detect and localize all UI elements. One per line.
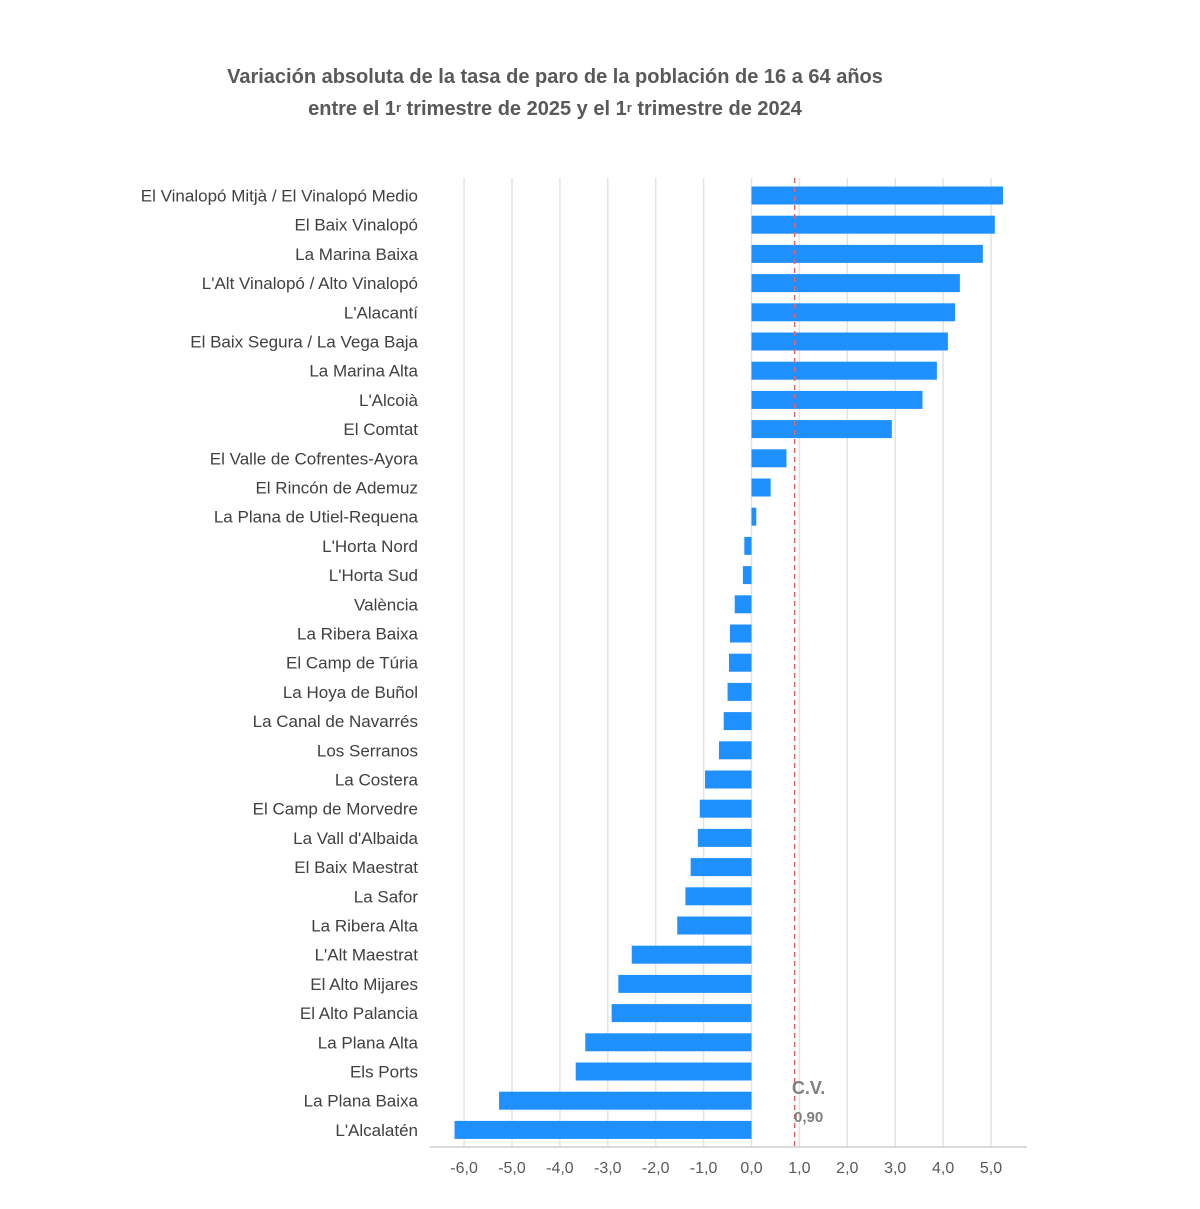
bar (742, 566, 752, 585)
category-label: L'Horta Nord (322, 537, 418, 556)
category-label: La Canal de Navarrés (253, 712, 418, 731)
x-tick-label: -3,0 (594, 1160, 622, 1177)
x-tick-label: -4,0 (546, 1160, 574, 1177)
category-label: L'Alcalatén (335, 1121, 418, 1140)
x-tick-label: 4,0 (932, 1160, 954, 1177)
x-tick-label: 1,0 (788, 1160, 810, 1177)
category-label: L'Alcoià (359, 391, 419, 410)
category-label: La Vall d'Albaida (293, 829, 418, 848)
category-label: El Valle de Cofrentes-Ayora (210, 449, 419, 468)
bar (751, 361, 937, 380)
title-superscript-1: r (395, 100, 401, 115)
category-label: La Costera (335, 771, 419, 790)
x-tick-label: 0,0 (740, 1160, 762, 1177)
x-tick-label: 3,0 (884, 1160, 906, 1177)
title-superscript-2: r (626, 100, 632, 115)
bar (751, 507, 757, 526)
category-label: La Ribera Alta (311, 917, 418, 936)
x-tick-label: -5,0 (498, 1160, 526, 1177)
reference-line-label: C.V. (792, 1078, 825, 1098)
category-label: València (354, 595, 418, 614)
category-label: El Camp de Morvedre (253, 800, 418, 819)
category-label: La Marina Baixa (295, 245, 418, 264)
category-label: El Baix Segura / La Vega Baja (190, 333, 418, 352)
category-label: El Rincón de Ademuz (255, 479, 418, 498)
category-label: La Hoya de Buñol (283, 683, 418, 702)
category-label: L'Alt Vinalopó / Alto Vinalopó (202, 274, 418, 293)
category-label: El Alto Palancia (300, 1004, 419, 1023)
bar (751, 332, 948, 351)
category-label: El Vinalopó Mitjà / El Vinalopó Medio (141, 187, 418, 206)
bar (734, 595, 752, 614)
bar (723, 712, 752, 731)
bar (705, 770, 752, 789)
category-label: El Alto Mijares (310, 975, 418, 994)
bar (454, 1120, 752, 1139)
category-label: Los Serranos (317, 741, 418, 760)
bar (685, 887, 752, 906)
bar (697, 828, 752, 847)
category-label: La Ribera Baixa (297, 625, 419, 644)
category-label: La Plana Baixa (304, 1092, 419, 1111)
x-tick-label: -2,0 (642, 1160, 670, 1177)
bar (751, 186, 1003, 205)
x-tick-label: -1,0 (690, 1160, 718, 1177)
bar (744, 536, 752, 555)
bar (751, 449, 787, 468)
category-label: Els Ports (350, 1063, 418, 1082)
bar (618, 974, 752, 993)
bar (677, 916, 752, 935)
reference-line-value: 0,90 (794, 1109, 823, 1126)
bar (499, 1091, 752, 1110)
bar (751, 215, 995, 234)
bar (699, 799, 752, 818)
category-label: L'Alacantí (344, 303, 418, 322)
bar (728, 653, 752, 672)
bar (751, 420, 892, 439)
x-tick-label: 5,0 (980, 1160, 1002, 1177)
bar (751, 244, 983, 263)
category-label: El Camp de Túria (286, 654, 419, 673)
bar (727, 682, 752, 701)
bar (751, 390, 923, 409)
bar (611, 1004, 752, 1023)
category-label: El Comtat (343, 420, 418, 439)
bar (631, 945, 752, 964)
category-label: La Marina Alta (309, 362, 418, 381)
bar (751, 303, 956, 322)
category-label: La Plana de Utiel-Requena (214, 508, 419, 527)
chart-title-line-1: Variación absoluta de la tasa de paro de… (227, 66, 883, 88)
title-part-1: entre el 1 (308, 98, 396, 120)
bar (751, 274, 960, 293)
bar (729, 624, 752, 643)
category-label: L'Alt Maestrat (315, 946, 419, 965)
bar (690, 858, 752, 877)
category-label: El Baix Maestrat (294, 858, 418, 877)
category-label: El Baix Vinalopó (295, 216, 419, 235)
category-label: L'Horta Sud (329, 566, 418, 585)
category-label: La Safor (354, 887, 419, 906)
title-part-2: trimestre de 2025 y el 1 (401, 98, 627, 120)
title-part-3: trimestre de 2024 (631, 98, 802, 120)
x-tick-label: 2,0 (836, 1160, 858, 1177)
bar (575, 1062, 752, 1081)
bar (751, 478, 771, 497)
x-tick-label: -6,0 (450, 1160, 478, 1177)
chart-title-line-2: entre el 1r trimestre de 2025 y el 1r tr… (0, 98, 1110, 121)
bar (585, 1033, 752, 1052)
category-label: La Plana Alta (318, 1033, 419, 1052)
bar (718, 741, 752, 760)
